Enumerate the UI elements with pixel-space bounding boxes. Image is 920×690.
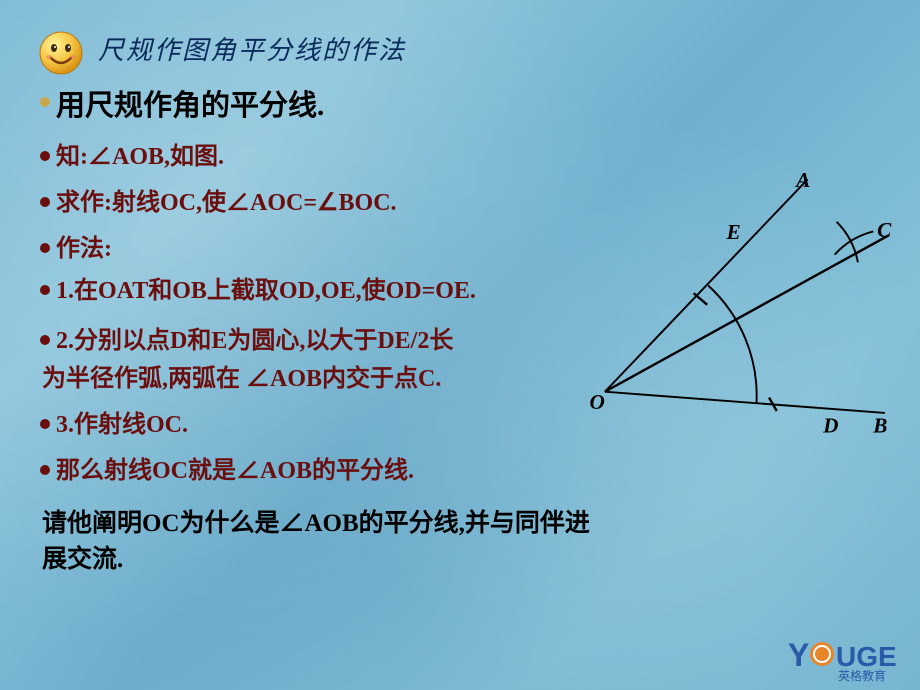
line-step3: 3.作射线OC. — [40, 407, 600, 443]
line-step2: 2.分别以点D和E为圆心,以大于DE/2长 — [40, 323, 600, 359]
label-a: A — [794, 168, 810, 192]
ray-oc — [605, 235, 889, 391]
step3-text: 3.作射线OC. — [56, 407, 188, 443]
line-step1: 1.在OAT和OB上截取OD,OE,使OD=OE. — [40, 273, 600, 309]
bullet-icon — [40, 243, 50, 253]
line-conclusion: 那么射线OC就是∠AOB的平分线. — [40, 453, 600, 489]
line-given: 知:∠AOB,如图. — [40, 139, 600, 175]
smiley-icon — [38, 30, 84, 76]
discuss-text: 请他阐明OC为什么是∠AOB的平分线,并与同伴进展交流. — [42, 503, 600, 575]
angle-diagram: O A B C D E — [582, 160, 902, 440]
bullet-icon — [40, 97, 50, 107]
brand-logo: Y UGE 英格教育 — [784, 632, 914, 684]
label-b: B — [872, 413, 887, 437]
step1-text: 1.在OAT和OB上截取OD,OE,使OD=OE. — [56, 273, 476, 309]
ray-oa — [605, 179, 808, 391]
slide-title: 尺规作图角平分线的作法 — [98, 30, 880, 67]
arc-from-e — [837, 222, 858, 263]
line-method-label: 作法: — [40, 231, 600, 267]
bullet-icon — [40, 197, 50, 207]
line-main: 用尺规作角的平分线. — [40, 85, 600, 129]
bullet-icon — [40, 151, 50, 161]
arc-ode — [708, 286, 756, 404]
bullet-icon — [40, 335, 50, 345]
goal-text: 求作:射线OC,使∠AOC=∠BOC. — [56, 185, 397, 221]
ray-ob — [605, 392, 885, 413]
label-d: D — [822, 413, 838, 437]
logo-y: Y — [788, 637, 809, 673]
bullet-icon — [40, 419, 50, 429]
method-label-text: 作法: — [56, 231, 112, 267]
bullet-icon — [40, 285, 50, 295]
bullet-icon — [40, 465, 50, 475]
step2a-text: 2.分别以点D和E为圆心,以大于DE/2长 — [56, 323, 453, 359]
label-o: O — [589, 390, 604, 414]
slide-container: 尺规作图角平分线的作法 用尺规作角的平分线. 知:∠AOB,如图. 求作:射线O… — [0, 0, 920, 690]
label-e: E — [726, 220, 741, 244]
line-goal: 求作:射线OC,使∠AOC=∠BOC. — [40, 185, 600, 221]
logo-uge: UGE — [836, 641, 897, 672]
step2b-text: 为半径作弧,两弧在 ∠AOB内交于点C. — [42, 361, 600, 397]
conclusion-text: 那么射线OC就是∠AOB的平分线. — [56, 453, 414, 489]
label-c: C — [877, 218, 892, 242]
logo-sub: 英格教育 — [838, 668, 886, 683]
content-block: 用尺规作角的平分线. 知:∠AOB,如图. 求作:射线OC,使∠AOC=∠BOC… — [40, 85, 600, 575]
tick-e — [694, 293, 708, 305]
main-text: 用尺规作角的平分线. — [56, 85, 324, 129]
given-text: 知:∠AOB,如图. — [56, 139, 224, 175]
